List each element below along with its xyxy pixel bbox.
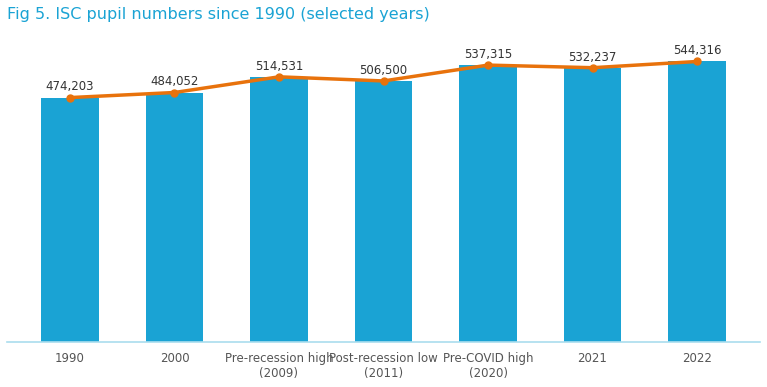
Bar xyxy=(459,65,517,342)
Text: 474,203: 474,203 xyxy=(46,80,94,94)
Bar xyxy=(355,81,412,342)
Text: 506,500: 506,500 xyxy=(360,64,407,77)
Bar xyxy=(668,62,726,342)
Bar xyxy=(146,92,203,342)
Bar xyxy=(250,77,308,342)
Text: Fig 5. ISC pupil numbers since 1990 (selected years): Fig 5. ISC pupil numbers since 1990 (sel… xyxy=(7,7,430,22)
Bar xyxy=(41,98,99,342)
Text: 514,531: 514,531 xyxy=(255,60,303,73)
Text: 532,237: 532,237 xyxy=(568,51,617,63)
Bar xyxy=(564,68,621,342)
Text: 544,316: 544,316 xyxy=(673,45,721,57)
Text: 537,315: 537,315 xyxy=(464,48,512,61)
Text: 484,052: 484,052 xyxy=(150,75,199,88)
